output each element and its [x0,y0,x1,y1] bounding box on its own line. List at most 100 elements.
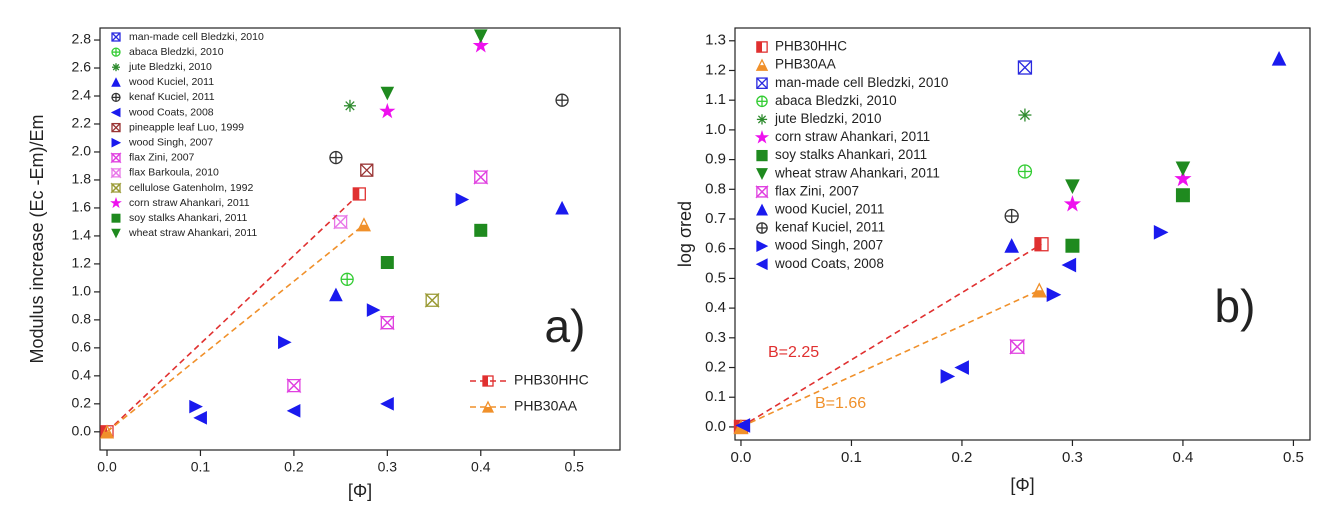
marker-part [425,292,439,308]
x-tick-label: 0.4 [1173,449,1194,466]
legend-label: soy stalks Ahankari, 2011 [775,147,927,162]
data-point [1017,60,1033,75]
marker-part [735,418,751,433]
x-axis-label: [Φ] [348,481,372,501]
marker-part [189,399,203,414]
marker-part [483,376,488,386]
marker-part [111,137,122,148]
marker-part [481,400,495,413]
marker-part [110,196,122,209]
marker-part [1271,50,1287,66]
marker-part [333,214,348,230]
marker-part [379,102,396,119]
marker-part [756,77,768,89]
marker-part [474,223,488,237]
legend-item: jute Bledzki, 2010 [112,61,212,73]
data-point [278,335,292,350]
legend-label: jute Bledzki, 2010 [128,61,212,73]
legend-item: soy stalks Ahankari, 2011 [111,212,247,224]
marker-part [353,187,360,200]
marker-part [1031,282,1047,298]
data-point [356,217,372,232]
y-tick-label: 0.5 [705,269,726,286]
legend-item: corn straw Ahankari, 2011 [754,129,930,144]
data-point [1034,237,1049,252]
data-point [379,315,395,331]
y-tick-label: 0.3 [705,329,726,346]
legend-item: corn straw Ahankari, 2011 [110,196,250,209]
y-tick-label: 0.0 [72,423,92,439]
annotation: B=2.25 [768,344,819,361]
data-point [555,200,569,215]
legend-label: wheat straw Ahankari, 2011 [128,227,257,239]
legend-item: kenaf Kuciel, 2011 [111,91,215,103]
data-point [940,369,956,384]
marker-part [455,192,470,207]
y-tick-label: 0.2 [705,358,726,375]
legend-label: wood Singh, 2007 [774,238,883,253]
data-point [380,256,394,270]
y-tick-label: 0.1 [705,388,726,405]
data-point [424,292,440,308]
y-tick-label: 0.8 [705,180,726,197]
data-point [1174,169,1192,187]
legend-item: PHB30HHC [470,372,589,388]
legend-label: cellulose Gatenholm, 1992 [129,182,253,194]
marker-part [755,258,768,271]
y-tick-label: 0.7 [705,210,726,227]
legend-label: corn straw Ahankari, 2011 [129,197,250,209]
plot-frame [99,27,621,451]
marker-part [473,29,488,43]
legend-label: wood Kuciel, 2011 [128,76,214,88]
marker-part [356,217,372,232]
y-tick-label: 1.8 [72,171,92,187]
x-tick-label: 0.0 [731,449,752,466]
legend-label: wood Coats, 2008 [128,106,214,118]
panel-label: a) [545,300,586,352]
marker-part [754,130,770,144]
fit-line [740,289,1040,428]
legend-item: flax Zini, 2007 [110,152,195,164]
marker-part [1010,338,1025,355]
y-tick-label: 0.9 [705,151,726,168]
y-tick-label: 1.0 [705,121,726,138]
y-tick-label: 1.2 [705,61,726,78]
marker-part [1065,238,1080,253]
marker-part [287,378,301,394]
marker-part [757,115,767,124]
panel-label: b) [1215,280,1256,332]
marker-part [111,182,121,194]
data-point [1004,238,1019,253]
data-point [1017,164,1033,179]
data-point [380,397,394,411]
marker-part [1046,287,1062,303]
data-point [735,418,751,433]
marker-part [357,224,370,231]
marker-part [366,303,381,317]
marker-part [380,86,395,101]
data-point [360,163,374,177]
marker-part [111,228,121,239]
marker-part [756,185,768,199]
marker-part [1034,237,1049,252]
legend-item: abaca Bledzki, 2010 [756,93,897,108]
y-tick-label: 2.2 [72,115,92,131]
legend-item: wheat straw Ahankari, 2011 [111,227,257,239]
legend-label: abaca Bledzki, 2010 [129,46,224,58]
data-point [473,29,488,43]
fit-line [106,224,365,433]
legend-item: wheat straw Ahankari, 2011 [756,165,940,180]
marker-part [111,32,121,42]
x-tick-label: 0.4 [471,459,491,475]
marker-part [1175,188,1190,203]
data-point [1063,195,1082,212]
marker-part [940,369,956,384]
data-point [1046,287,1062,303]
legend-label: wood Coats, 2008 [774,256,884,271]
data-point [1061,257,1077,273]
data-point [329,287,343,302]
y-axis-label: Modulus increase (Ec -Em)/Em [27,114,47,363]
y-tick-label: 0.8 [72,311,92,327]
data-point [555,93,569,107]
legend-item: flax Zini, 2007 [755,183,859,199]
